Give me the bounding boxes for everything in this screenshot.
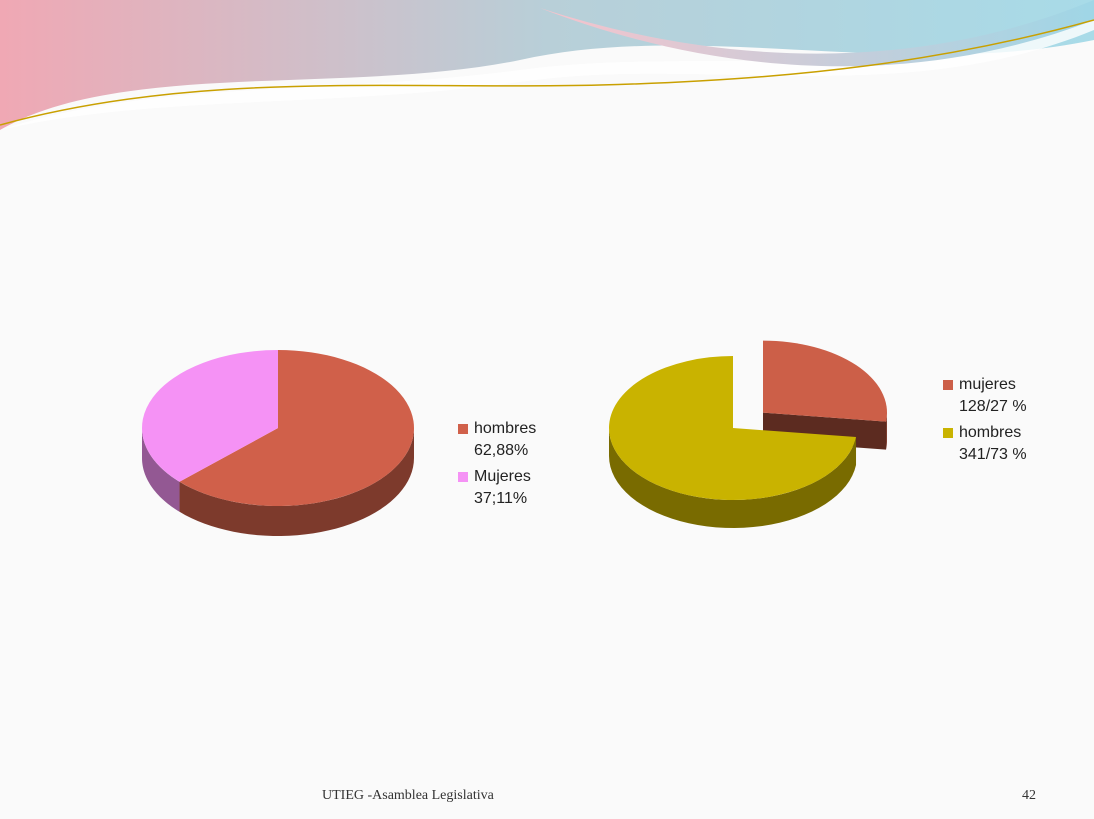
page-number: 42	[1022, 788, 1036, 804]
value-label: 341/73 %	[959, 444, 1027, 466]
legend-swatch	[458, 424, 468, 434]
chart-canvas	[0, 0, 1094, 819]
value-label: 62,88%	[474, 440, 536, 462]
legend-swatch	[943, 428, 953, 438]
legend-label: Mujeres	[474, 466, 531, 488]
slide: UTIEG -Asamblea Legislativa 42 Candidatu…	[0, 0, 1094, 819]
pie-top	[763, 341, 887, 422]
legend-label: hombres	[474, 418, 536, 440]
footer-text: UTIEG -Asamblea Legislativa	[322, 788, 494, 804]
legend-swatch	[458, 472, 468, 482]
legend-label: hombres	[959, 422, 1027, 444]
value-label: 128/27 %	[959, 396, 1027, 418]
legend-label: mujeres	[959, 374, 1027, 396]
value-label: 37;11%	[474, 488, 531, 510]
legend-swatch	[943, 380, 953, 390]
